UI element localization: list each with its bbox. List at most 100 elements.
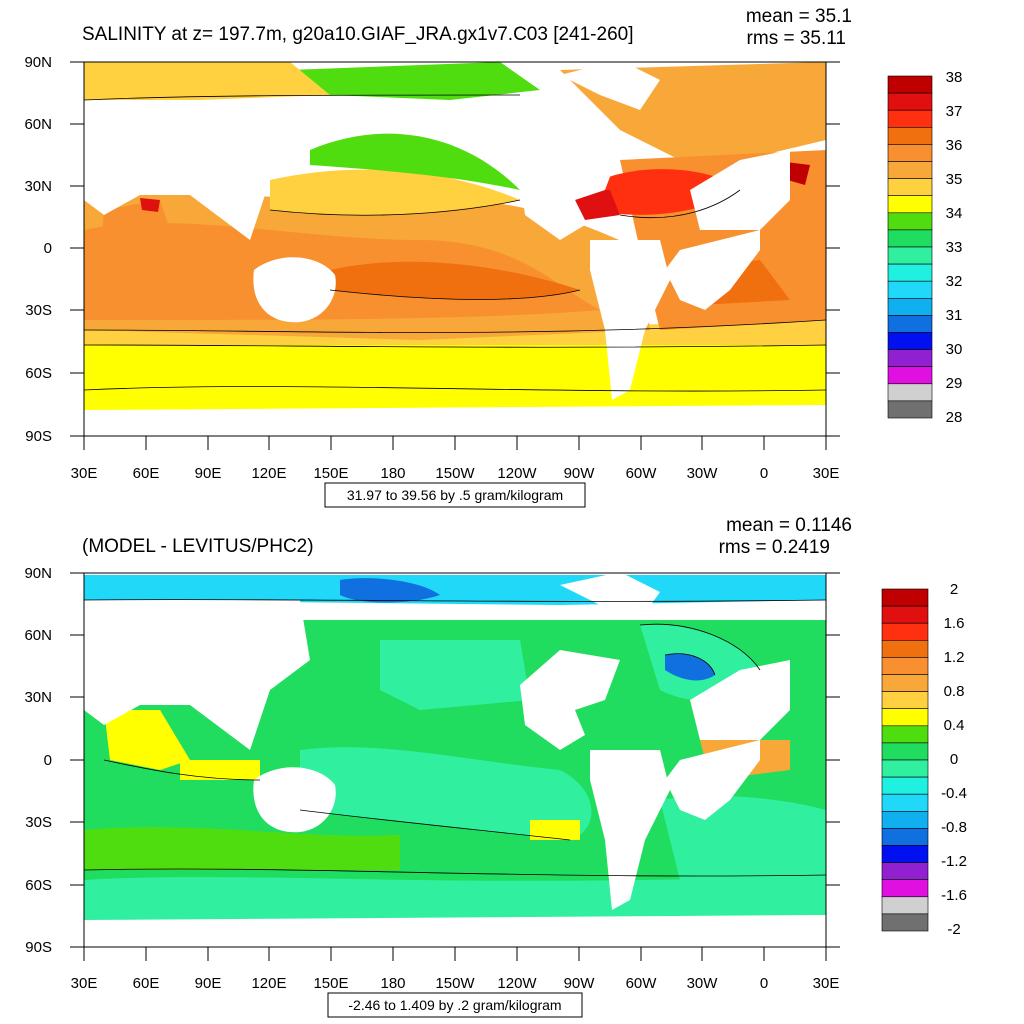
top-colorbar-label: 29 (946, 375, 963, 392)
top-lat-label: 60N (24, 116, 52, 133)
top-colorbar-label: 36 (946, 137, 963, 154)
colorbar-swatch (887, 212, 933, 231)
bottom-lon-label: 150W (435, 975, 475, 992)
colorbar-swatch (887, 178, 933, 197)
top-lon-label: 0 (760, 465, 768, 482)
top-colorbar-label: 34 (946, 205, 963, 222)
colorbar-swatch (881, 674, 929, 692)
top-lat-axis: 90N 60N 30N 0 30S 60S 90S (24, 54, 840, 445)
bottom-colorbar-label: 1.6 (944, 615, 965, 632)
top-lon-label: 30W (687, 465, 719, 482)
top-lon-label: 150W (435, 465, 475, 482)
bottom-colorbar: 2 1.6 1.2 0.8 0.4 0 -0.4 -0.8 -1.2 -1.6 … (881, 581, 967, 938)
colorbar-swatch (881, 759, 929, 778)
colorbar-swatch (881, 793, 929, 812)
bottom-lon-label: 60E (133, 975, 160, 992)
bottom-range-box (327, 992, 583, 1018)
top-colorbar-label: 35 (946, 171, 963, 188)
colorbar-swatch (887, 383, 933, 402)
colorbar-swatch (881, 913, 929, 932)
bottom-lon-label: 90W (564, 975, 596, 992)
colorbar-swatch (881, 605, 929, 624)
top-lat-label: 30S (25, 302, 52, 319)
colorbar-swatch (887, 246, 933, 265)
top-lon-label: 180 (380, 465, 405, 482)
top-mean: mean = 35.1 (746, 6, 852, 27)
colorbar-swatch (887, 280, 933, 299)
colorbar-swatch (881, 845, 929, 863)
top-lon-label: 60W (626, 465, 658, 482)
colorbar-swatch (881, 708, 929, 727)
bottom-lat-label: 60S (25, 877, 52, 894)
top-lon-label: 60E (133, 465, 160, 482)
bottom-lon-label: 30E (813, 975, 840, 992)
colorbar-swatch (881, 725, 929, 744)
top-panel: SALINITY at z= 197.7m, g20a10.GIAF_JRA.g… (24, 6, 963, 508)
colorbar-swatch (881, 657, 929, 675)
bottom-rms: rms = 0.2419 (719, 537, 830, 558)
top-title: SALINITY at z= 197.7m, g20a10.GIAF_JRA.g… (82, 24, 634, 45)
bottom-lat-axis: 90N 60N 30N 0 30S 60S 90S (24, 565, 840, 956)
bottom-range-note: -2.46 to 1.409 by .2 gram/kilogram (348, 997, 561, 1013)
top-lat-label: 60S (25, 365, 52, 382)
bottom-colorbar-label: 1.2 (944, 649, 965, 666)
top-lon-label: 120E (251, 465, 286, 482)
colorbar-swatch (887, 263, 933, 282)
top-lon-label: 120W (497, 465, 537, 482)
colorbar-swatch (887, 195, 933, 214)
top-lat-label: 90S (25, 428, 52, 445)
bottom-lon-label: 90E (195, 975, 222, 992)
bottom-colorbar-label: 0 (950, 751, 958, 768)
bottom-colorbar-label: 0.8 (944, 683, 965, 700)
top-lat-label: 0 (44, 240, 52, 257)
top-colorbar-label: 37 (946, 103, 963, 120)
bottom-colorbar-label: -0.8 (941, 819, 967, 836)
colorbar-swatch (881, 691, 929, 709)
top-lon-label: 150E (313, 465, 348, 482)
colorbar-swatch (881, 810, 929, 829)
top-colorbar-label: 38 (946, 69, 963, 86)
colorbar-swatch (887, 315, 933, 333)
colorbar-swatch (881, 639, 929, 658)
top-colorbar-label: 31 (946, 307, 963, 324)
colorbar-swatch (887, 161, 933, 179)
top-lon-label: 30E (813, 465, 840, 482)
colorbar-swatch (887, 332, 933, 350)
bottom-colorbar-label: -0.4 (941, 785, 967, 802)
colorbar-swatch (887, 366, 933, 385)
top-colorbar-label: 32 (946, 273, 963, 290)
top-lon-label: 90E (195, 465, 222, 482)
bottom-lon-label: 60W (626, 975, 658, 992)
top-map (83, 60, 827, 436)
bottom-lon-label: 180 (380, 975, 405, 992)
colorbar-swatch (881, 622, 929, 641)
top-colorbar-label: 33 (946, 239, 963, 256)
colorbar-swatch (881, 776, 929, 795)
colorbar-swatch (881, 742, 929, 761)
bottom-colorbar-label: -2 (947, 921, 960, 938)
bottom-colorbar-label: 2 (950, 581, 958, 598)
colorbar-swatch (881, 879, 929, 898)
bottom-lat-label: 30S (25, 814, 52, 831)
bottom-lon-label: 30W (687, 975, 719, 992)
colorbar-swatch (887, 297, 933, 316)
colorbar-swatch (887, 75, 933, 94)
bottom-lon-label: 0 (760, 975, 768, 992)
top-range-box (324, 482, 586, 508)
bottom-lat-label: 90S (25, 939, 52, 956)
bottom-lon-label: 120E (251, 975, 286, 992)
top-lon-label: 90W (564, 465, 596, 482)
top-lon-axis: 30E 60E 90E 120E 150E 180 150W 120W 90W … (71, 436, 840, 482)
colorbar-swatch (881, 828, 929, 846)
colorbar-swatch (881, 896, 929, 915)
bottom-lon-label: 150E (313, 975, 348, 992)
bottom-colorbar-label: -1.2 (941, 853, 967, 870)
top-lat-label: 90N (24, 54, 52, 71)
top-colorbar-label: 28 (946, 409, 963, 426)
bottom-lon-label: 120W (497, 975, 537, 992)
colorbar-swatch (887, 92, 933, 111)
colorbar-swatch (887, 144, 933, 162)
colorbar-swatch (881, 588, 929, 607)
bottom-lon-label: 30E (71, 975, 98, 992)
